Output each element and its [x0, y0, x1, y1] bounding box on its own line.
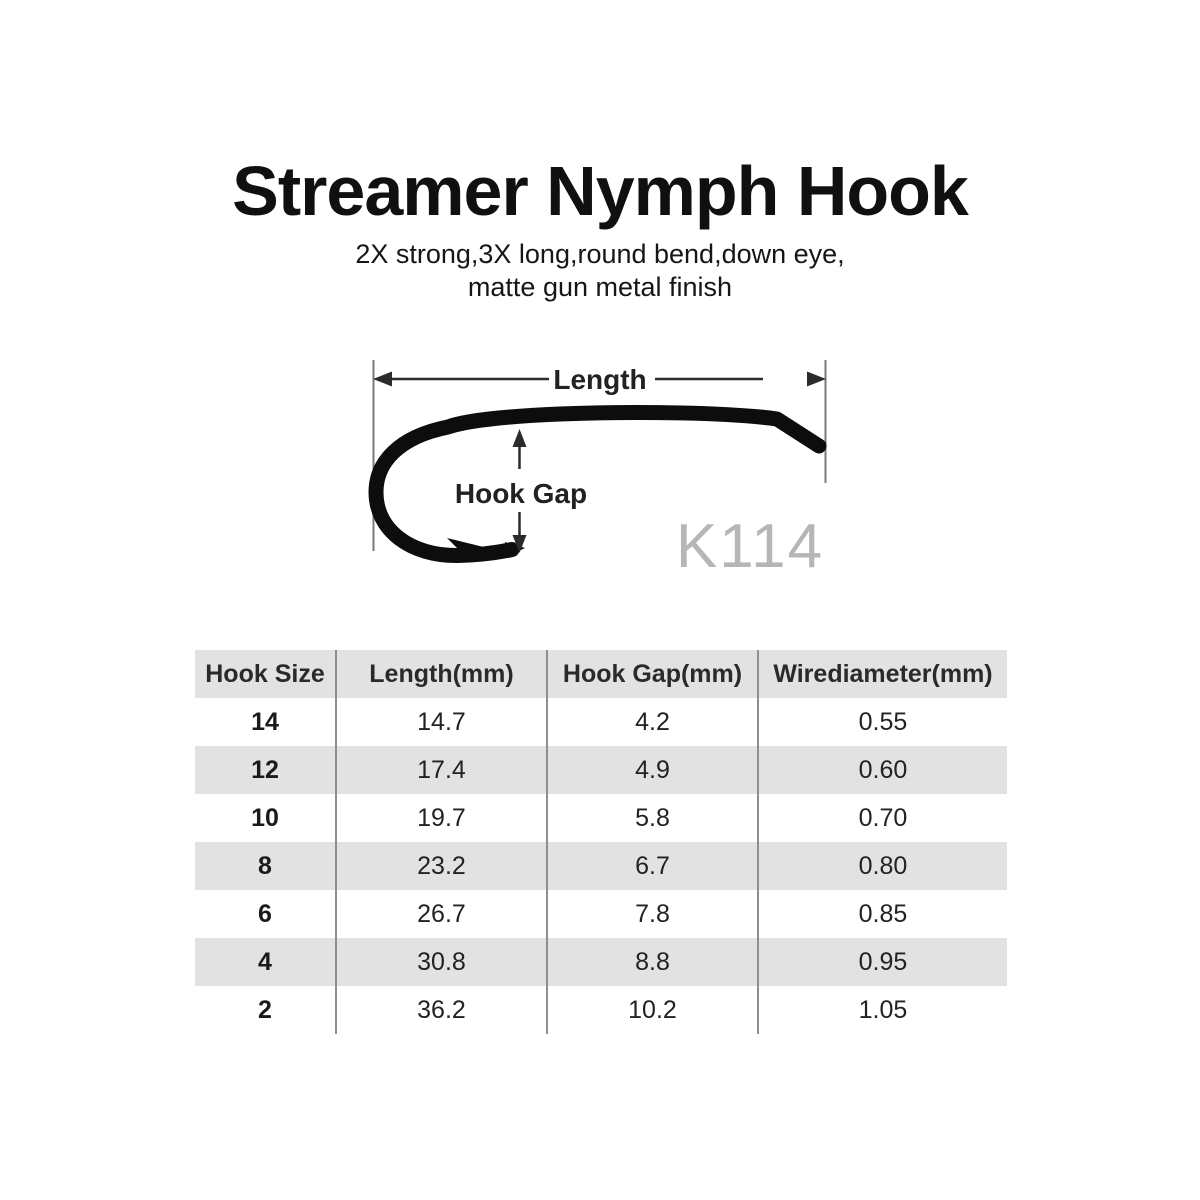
cell-wire-diameter: 0.60: [858, 755, 908, 784]
length-dimension-arrow: [373, 371, 826, 387]
cell-length: 17.4: [336, 746, 548, 794]
header-hook-size: Hook Size: [195, 650, 337, 698]
subtitle-line-2: matte gun metal finish: [467, 272, 733, 302]
cell-wire-diameter: 0.70: [858, 803, 908, 832]
cell-wire-diameter: 0.95: [858, 947, 908, 976]
arrowhead-left-icon: [373, 371, 392, 387]
cell-length: 30.8: [336, 938, 548, 986]
cell-length: 26.7: [336, 890, 548, 938]
cell-length: 23.2: [336, 842, 548, 890]
hook-wire-path: [368, 405, 827, 564]
model-number-label: K114: [676, 512, 824, 581]
cell-hook-gap: 7.8: [547, 890, 759, 938]
table-row: 10 19.7 5.8 0.70: [195, 794, 1007, 842]
table-row: 6 26.7 7.8 0.85: [195, 890, 1007, 938]
arrowhead-right-icon: [807, 371, 826, 387]
header-hook-gap: Hook Gap(mm): [547, 650, 759, 698]
arrowhead-up-icon: [512, 429, 527, 447]
cell-hook-gap: 5.8: [547, 794, 759, 842]
cell-hook-gap: 4.2: [547, 698, 759, 746]
cell-hook-gap: 4.9: [547, 746, 759, 794]
hook-barb: [447, 538, 504, 553]
subtitle-line-1: 2X strong,3X long,round bend,down eye,: [355, 239, 845, 269]
table-row: 4 30.8 8.8 0.95: [195, 938, 1007, 986]
table-row: 2 36.2 10.2 1.05: [195, 986, 1007, 1034]
header-length: Length(mm): [336, 650, 548, 698]
cell-wire-diameter: 1.05: [858, 995, 908, 1024]
cell-hook-size: 8: [195, 842, 337, 890]
cell-hook-size: 14: [195, 698, 337, 746]
hook-gap-dimension-arrow: [512, 429, 527, 553]
cell-hook-size: 6: [195, 890, 337, 938]
cell-hook-gap: 10.2: [547, 986, 759, 1034]
cell-wire-diameter: 0.55: [858, 707, 908, 736]
hook-point-tip: [505, 542, 525, 558]
header-wire-diameter: Wirediameter(mm): [773, 659, 993, 688]
hook-gap-label: Hook Gap: [455, 478, 587, 509]
cell-hook-gap: 8.8: [547, 938, 759, 986]
table-row: 14 14.7 4.2 0.55: [195, 698, 1007, 746]
page-title: Streamer Nymph Hook: [232, 152, 969, 230]
length-label: Length: [553, 364, 646, 395]
cell-length: 14.7: [336, 698, 548, 746]
cell-length: 19.7: [336, 794, 548, 842]
cell-hook-size: 10: [195, 794, 337, 842]
arrowhead-down-icon: [512, 535, 527, 553]
cell-hook-size: 4: [195, 938, 337, 986]
table-header-row: Hook Size Length(mm) Hook Gap(mm) Wiredi…: [195, 650, 1007, 698]
cell-wire-diameter: 0.80: [858, 851, 908, 880]
table-row: 8 23.2 6.7 0.80: [195, 842, 1007, 890]
cell-length: 36.2: [336, 986, 548, 1034]
table-row: 12 17.4 4.9 0.60: [195, 746, 1007, 794]
cell-hook-size: 12: [195, 746, 337, 794]
hook-illustration: [368, 405, 827, 564]
page-subtitle: 2X strong,3X long,round bend,down eye, m…: [0, 238, 1200, 304]
cell-hook-gap: 6.7: [547, 842, 759, 890]
hook-size-table: Hook Size Length(mm) Hook Gap(mm) Wiredi…: [195, 650, 1007, 1034]
cell-wire-diameter: 0.85: [858, 899, 908, 928]
hook-diagram: Length Hook Gap K114: [368, 360, 827, 581]
cell-hook-size: 2: [195, 986, 337, 1034]
